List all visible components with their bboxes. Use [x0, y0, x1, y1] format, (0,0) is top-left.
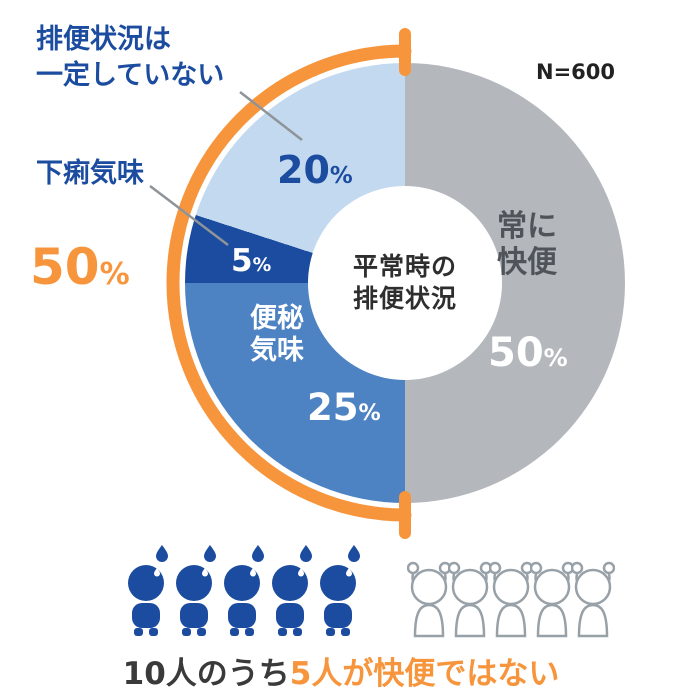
segment-label-regular: 常に 快便: [497, 209, 557, 281]
person-foot: [245, 628, 254, 636]
sad-person-icon: [128, 545, 168, 636]
person-foot: [197, 628, 206, 636]
person-hand: [602, 561, 615, 575]
person-body: [536, 603, 568, 638]
segment-pct-diarrhea-unit: %: [252, 255, 272, 276]
sweat-drop-icon: [300, 545, 312, 562]
segment-label-constipation: 便秘 気味: [250, 303, 304, 368]
highlight-percent-value: 50: [30, 238, 100, 296]
person-hand: [407, 561, 420, 575]
figures-regular: [407, 543, 615, 641]
donut-center-line2: 排便状況: [352, 284, 457, 313]
person-body: [276, 603, 304, 628]
figures-not-regular: [126, 543, 364, 641]
person-body: [180, 603, 208, 628]
callout-diarrhea-label: 下痢気味: [36, 156, 144, 192]
person-foot: [134, 628, 143, 636]
segment-pct-constipation-unit: %: [358, 400, 381, 426]
segment-label-regular-line1: 常に: [497, 209, 557, 244]
happy-person-icon: [530, 561, 574, 638]
donut-center-line1: 平常時の: [352, 251, 457, 281]
head-sweat-drop-icon: [298, 568, 304, 577]
person-foot: [230, 628, 239, 636]
person-body: [132, 603, 160, 628]
sad-person-icon: [320, 545, 360, 636]
person-hand: [489, 561, 502, 575]
person-foot: [341, 628, 350, 636]
callout-diarrhea-text: 下痢気味: [36, 158, 144, 189]
highlight-percent-unit: %: [99, 257, 130, 292]
segment-pct-regular: 50%: [488, 329, 568, 377]
donut-center: 平常時の 排便状況: [308, 186, 502, 380]
segment-pct-regular-value: 50: [488, 330, 544, 376]
sweat-drop-icon: [252, 545, 264, 562]
sad-person-icon: [224, 545, 264, 636]
happy-person-icon: [448, 561, 492, 638]
person-foot: [182, 628, 191, 636]
happy-person-icon: [489, 561, 533, 638]
person-foot: [149, 628, 158, 636]
sweat-drop-icon: [204, 545, 216, 562]
segment-pct-constipation-value: 25: [307, 386, 359, 429]
head-sweat-drop-icon: [202, 568, 208, 577]
figures-row: [0, 543, 682, 643]
person-hand: [448, 561, 461, 575]
sweat-drop-icon: [348, 545, 360, 562]
sad-person-icon: [272, 545, 312, 636]
person-body: [577, 603, 609, 638]
person-head: [410, 568, 448, 606]
segment-pct-constipation: 25%: [307, 386, 381, 430]
person-body: [324, 603, 352, 628]
person-body: [228, 603, 256, 628]
donut-chart: 平常時の 排便状況 常に 快便 50% 20% 5% 便秘 気味 25%: [185, 63, 625, 503]
happy-person-icon: [407, 561, 451, 638]
head-sweat-drop-icon: [154, 568, 160, 577]
person-foot: [293, 628, 302, 636]
sweat-drop-icon: [156, 545, 168, 562]
person-head: [492, 568, 530, 606]
sad-person-icon: [176, 545, 216, 636]
segment-label-constipation-line1: 便秘: [250, 303, 304, 334]
caption: 10人のうち5人が快便ではない: [0, 648, 682, 693]
person-head: [451, 568, 489, 606]
person-body: [413, 603, 445, 638]
highlight-percent-label: 50%: [30, 238, 130, 296]
person-hand: [571, 561, 584, 575]
person-foot: [326, 628, 335, 636]
callout-irregular-line1: 排便状況は: [36, 24, 171, 55]
person-body: [454, 603, 486, 638]
caption-plain-part: 10人のうち: [122, 656, 290, 692]
person-foot: [278, 628, 287, 636]
segment-pct-irregular: 20%: [277, 148, 353, 194]
head-sweat-drop-icon: [250, 568, 256, 577]
segment-label-constipation-line2: 気味: [250, 335, 304, 367]
segment-pct-irregular-value: 20: [277, 148, 330, 192]
segment-pct-regular-unit: %: [543, 344, 568, 372]
segment-pct-diarrhea: 5%: [231, 243, 271, 280]
segment-label-regular-line2: 快便: [497, 245, 557, 280]
segment-pct-diarrhea-value: 5: [231, 243, 253, 279]
caption-highlight-part: 5人が快便ではない: [289, 656, 560, 692]
person-head: [574, 568, 612, 606]
person-head: [533, 568, 571, 606]
happy-person-icon: [571, 561, 615, 638]
person-hand: [530, 561, 543, 575]
sample-size-label: N=600: [536, 60, 616, 84]
head-sweat-drop-icon: [346, 568, 352, 577]
person-body: [495, 603, 527, 638]
segment-pct-irregular-unit: %: [329, 163, 353, 189]
